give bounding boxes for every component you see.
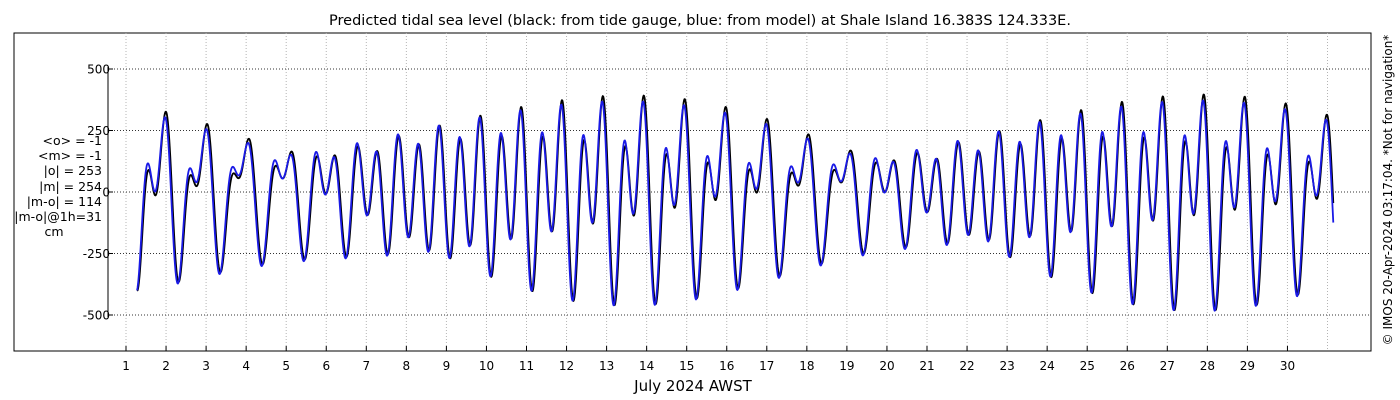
x-tick-label: 27 bbox=[1160, 359, 1175, 373]
x-tick-label: 6 bbox=[322, 359, 330, 373]
x-tick-label: 26 bbox=[1120, 359, 1135, 373]
x-tick-label: 11 bbox=[519, 359, 534, 373]
x-tick-label: 8 bbox=[403, 359, 411, 373]
x-tick-label: 23 bbox=[999, 359, 1014, 373]
x-tick-label: 9 bbox=[443, 359, 451, 373]
stat-abs-difference: |m-o| = 114 bbox=[26, 193, 102, 209]
x-tick-label: 30 bbox=[1280, 359, 1295, 373]
x-tick-label: 28 bbox=[1200, 359, 1215, 373]
x-tick-label: 19 bbox=[839, 359, 854, 373]
y-tick-label: 250 bbox=[87, 124, 110, 138]
x-tick-label: 2 bbox=[162, 359, 170, 373]
x-tick-label: 13 bbox=[599, 359, 614, 373]
y-tick-label: 0 bbox=[102, 186, 110, 200]
x-tick-label: 24 bbox=[1040, 359, 1055, 373]
x-tick-label: 5 bbox=[282, 359, 290, 373]
x-tick-label: 15 bbox=[679, 359, 694, 373]
x-tick-label: 7 bbox=[363, 359, 371, 373]
stat-mean-observed: <o> = -1 bbox=[42, 133, 102, 148]
stat-abs-observed: |o| = 253 bbox=[43, 163, 102, 179]
x-tick-label: 1 bbox=[122, 359, 130, 373]
copyright-note: © IMOS 20-Apr-2024 03:17:04. *Not for na… bbox=[1381, 34, 1395, 346]
x-tick-label: 29 bbox=[1240, 359, 1255, 373]
series-line-from-model bbox=[136, 99, 1335, 312]
statistics-panel: <o> = -1 <m> = -1 |o| = 253 |m| = 254 |m… bbox=[6, 133, 102, 239]
x-tick-label: 22 bbox=[959, 359, 974, 373]
stat-abs-model: |m| = 254 bbox=[39, 178, 102, 194]
y-tick-label: -500 bbox=[83, 309, 110, 323]
stat-abs-difference-1h: |m-o|@1h=31 bbox=[14, 209, 102, 225]
x-tick-label: 10 bbox=[479, 359, 494, 373]
series-lines bbox=[136, 93, 1335, 312]
stat-unit: cm bbox=[44, 224, 64, 240]
x-tick-label: 16 bbox=[719, 359, 734, 373]
x-axis-label: July 2024 AWST bbox=[633, 377, 752, 395]
x-tick-label: 17 bbox=[759, 359, 774, 373]
x-tick-label: 4 bbox=[242, 359, 250, 373]
x-tick-label: 21 bbox=[919, 359, 934, 373]
x-tick-label: 18 bbox=[799, 359, 814, 373]
x-tick-label: 3 bbox=[202, 359, 210, 373]
x-tick-label: 20 bbox=[879, 359, 894, 373]
x-tick-label: 12 bbox=[559, 359, 574, 373]
y-tick-label: 500 bbox=[87, 63, 110, 77]
x-tick-label: 25 bbox=[1080, 359, 1095, 373]
y-tick-label: -250 bbox=[83, 247, 110, 261]
plot-frame bbox=[13, 32, 1372, 352]
series-line-from-tide-gauge bbox=[136, 93, 1335, 312]
x-tick-label: 14 bbox=[639, 359, 654, 373]
stat-mean-model: <m> = -1 bbox=[37, 148, 102, 164]
chart-title: Predicted tidal sea level (black: from t… bbox=[329, 13, 1071, 29]
